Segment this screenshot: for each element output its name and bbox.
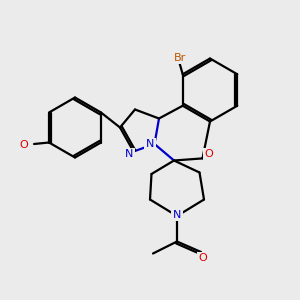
Text: O: O (198, 253, 207, 263)
Text: N: N (146, 139, 154, 149)
Text: N: N (125, 149, 133, 160)
Text: Br: Br (174, 53, 186, 63)
Text: O: O (20, 140, 28, 151)
Text: O: O (204, 149, 213, 159)
Text: N: N (173, 209, 181, 220)
